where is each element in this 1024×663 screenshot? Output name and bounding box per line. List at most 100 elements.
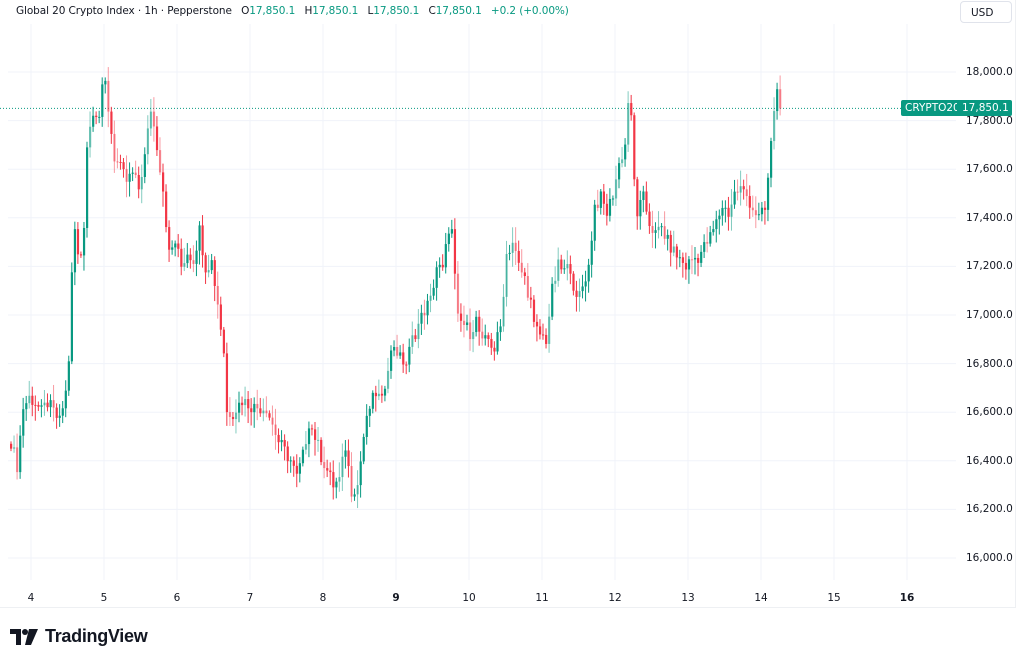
candle-up — [776, 89, 779, 112]
interval[interactable]: 1h — [144, 5, 158, 17]
currency-button[interactable]: USD — [960, 1, 1012, 23]
candle-down — [247, 399, 250, 409]
candle-up — [411, 335, 414, 347]
candle-down — [736, 191, 739, 193]
candle-up — [198, 225, 201, 251]
candle-down — [204, 255, 207, 273]
candle-down — [633, 115, 636, 180]
candle-down — [478, 316, 481, 332]
candle-down — [34, 404, 37, 406]
candle-down — [125, 169, 128, 182]
candle-down — [95, 115, 98, 118]
candle-down — [517, 250, 520, 263]
candle-down — [754, 210, 757, 216]
y-tick-label: 17,400.0 — [966, 211, 1013, 224]
candle-up — [739, 186, 742, 193]
candle-up — [317, 439, 320, 441]
candle-up — [368, 408, 371, 416]
candle-down — [520, 262, 523, 273]
candle-up — [760, 207, 764, 215]
candle-up — [186, 254, 189, 264]
candle-down — [323, 462, 326, 469]
candle-up — [721, 207, 724, 216]
candle-down — [107, 80, 110, 112]
candle-up — [466, 322, 469, 325]
candle-up — [301, 449, 305, 464]
y-tick-label: 17,000.0 — [966, 309, 1013, 321]
candle-down — [16, 447, 19, 473]
x-tick-label: 6 — [173, 592, 181, 604]
y-tick-label: 16,400.0 — [966, 454, 1013, 467]
candle-up — [624, 144, 627, 160]
candle-up — [171, 247, 174, 250]
candle-up — [672, 246, 675, 253]
candle-down — [569, 264, 572, 274]
candle-up — [25, 403, 28, 410]
candle-up — [450, 229, 453, 234]
candle-up — [143, 154, 146, 177]
candle-up — [371, 392, 374, 409]
candle-up — [709, 232, 712, 244]
candle-down — [414, 335, 417, 340]
candle-down — [779, 89, 782, 109]
candle-up — [362, 436, 365, 462]
candle-up — [554, 280, 557, 284]
candle-up — [757, 214, 761, 216]
candle-down — [274, 424, 277, 435]
candle-up — [700, 251, 703, 263]
candle-down — [134, 172, 137, 176]
candle-down — [241, 402, 244, 406]
candle-down — [310, 428, 314, 430]
candle-up — [140, 176, 143, 190]
candle-down — [192, 260, 195, 264]
symbol-name[interactable]: Global 20 Crypto Index — [16, 5, 135, 17]
candle-up — [435, 267, 438, 288]
candle-up — [289, 460, 292, 462]
candle-down — [706, 242, 709, 244]
candle-down — [423, 312, 426, 316]
y-tick-label: 16,000.0 — [966, 552, 1013, 564]
symbol-legend[interactable]: Global 20 Crypto Index · 1h · Pepperston… — [16, 5, 569, 17]
candle-down — [52, 400, 55, 408]
candle-up — [353, 494, 356, 497]
candle-up — [244, 399, 247, 406]
candle-up — [307, 428, 311, 445]
candle-down — [648, 211, 651, 226]
candle-up — [58, 415, 61, 418]
tradingview-logo-icon — [10, 628, 38, 645]
candle-up — [98, 116, 101, 118]
candle-up — [703, 242, 706, 252]
candle-up — [733, 191, 736, 205]
source: Pepperstone — [167, 5, 232, 17]
candle-down — [529, 297, 533, 300]
candle-up — [210, 260, 213, 271]
candle-up — [128, 173, 131, 182]
tradingview-logo[interactable]: TradingView — [10, 626, 148, 647]
candle-up — [390, 350, 393, 371]
candle-up — [253, 403, 256, 413]
candle-up — [666, 234, 669, 239]
candle-up — [593, 204, 596, 241]
candle-up — [657, 226, 660, 231]
candle-up — [438, 264, 441, 268]
candle-down — [177, 243, 180, 249]
candle-up — [773, 111, 776, 142]
candle-up — [578, 291, 581, 297]
candle-up — [262, 410, 265, 414]
candle-down — [277, 434, 280, 443]
candle-down — [572, 273, 575, 291]
candle-down — [490, 338, 493, 348]
candle-down — [538, 326, 542, 335]
candle-up — [131, 172, 134, 174]
candle-up — [429, 295, 432, 301]
chart-plot-area[interactable] — [0, 0, 1016, 608]
candle-up — [341, 456, 344, 478]
candle-up — [383, 388, 387, 396]
candle-up — [627, 103, 630, 145]
candle-down — [493, 347, 496, 352]
open-value: 17,850.1 — [249, 5, 296, 17]
candle-up — [386, 370, 390, 389]
candle-up — [183, 263, 186, 267]
candle-up — [234, 412, 238, 420]
candle-down — [295, 465, 298, 474]
